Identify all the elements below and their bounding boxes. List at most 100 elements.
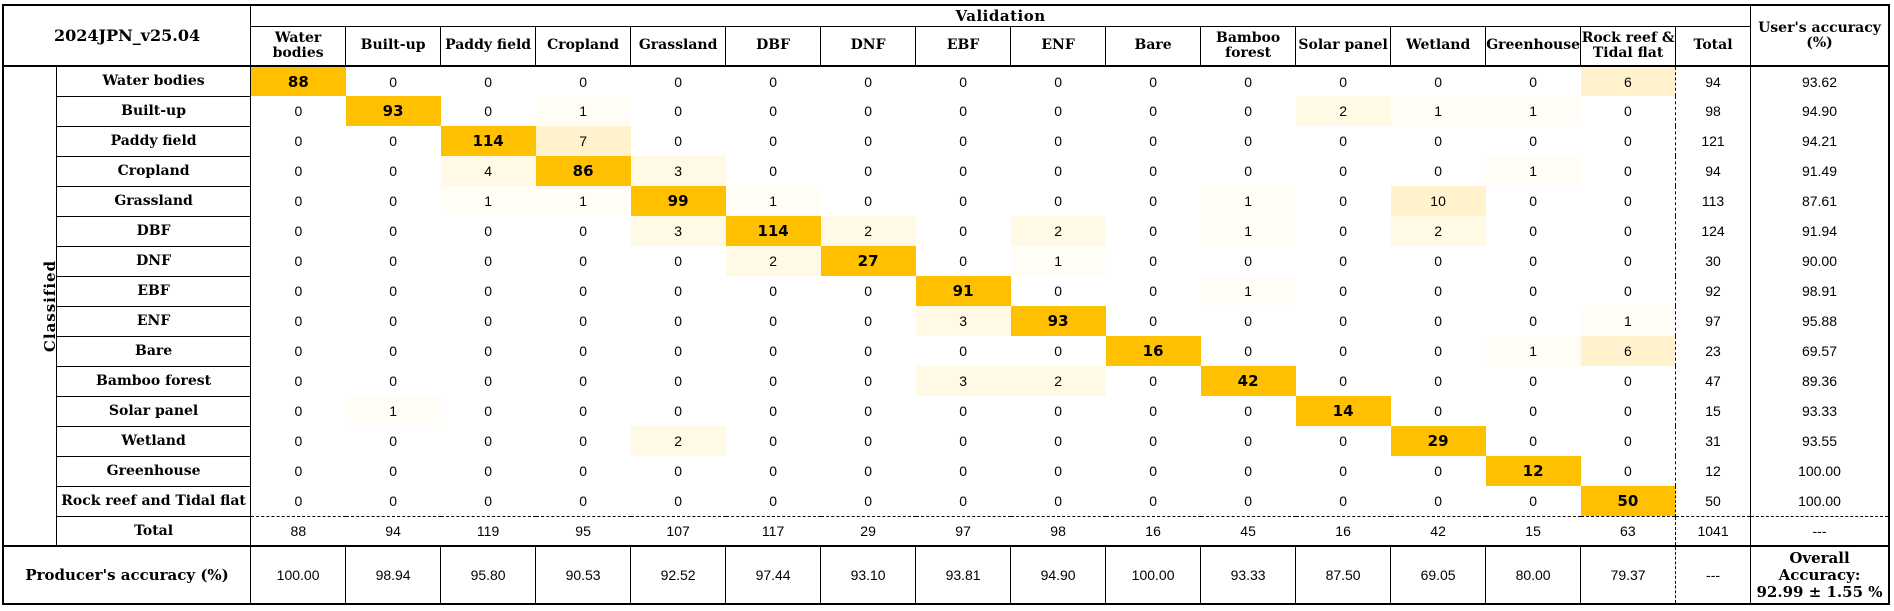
- matrix-cell: 0: [1244, 313, 1252, 329]
- matrix-cell: 0: [1339, 492, 1347, 509]
- matrix-cell: 0: [294, 492, 303, 509]
- matrix-cell: 0: [1434, 403, 1442, 419]
- matrix-cell: 0: [1434, 73, 1442, 90]
- row-header: Paddy field: [56, 126, 252, 157]
- diagonal-cell: 12: [1485, 456, 1581, 486]
- matrix-cell: 0: [769, 433, 777, 449]
- matrix-cell: 0: [1529, 73, 1537, 90]
- matrix-cell: 0: [389, 193, 397, 209]
- matrix-cell: 0: [579, 463, 587, 479]
- column-header: Cropland: [535, 26, 631, 67]
- column-total: 45: [1200, 515, 1296, 547]
- matrix-cell: 0: [1623, 133, 1632, 149]
- matrix-cell: 0: [1149, 73, 1157, 90]
- matrix-cell: 0: [1623, 403, 1632, 419]
- matrix-cell: 1: [1485, 156, 1581, 186]
- users-accuracy-value: 91.94: [1750, 216, 1890, 246]
- matrix-cell: 0: [294, 313, 303, 329]
- matrix-cell: 0: [864, 283, 872, 299]
- matrix-cell: 0: [1529, 373, 1537, 389]
- users-accuracy-value: 94.21: [1750, 126, 1890, 156]
- matrix-cell: 0: [1149, 433, 1157, 449]
- column-header: Solar panel: [1295, 26, 1391, 67]
- matrix-cell: 0: [959, 73, 967, 90]
- table-row: Bare 0 0 0 0 0 0 0 0 0 16 0 0 0 1 6 23 69.57: [3, 336, 1890, 367]
- matrix-cell: 0: [769, 403, 777, 419]
- matrix-cell: 0: [1054, 73, 1062, 90]
- matrix-cell: 0: [1339, 313, 1347, 329]
- column-totals-row: Total 88 94 119 95 107 117 29 97 98 16 45 16 42 15 63 10…: [3, 515, 1890, 547]
- matrix-cell: 0: [1434, 463, 1442, 479]
- diagonal-cell: 86: [535, 156, 631, 186]
- matrix-cell: 0: [389, 283, 397, 299]
- producers-accuracy-value: 80.00: [1485, 546, 1581, 605]
- producers-accuracy-label: Producer's accuracy (%): [2, 546, 252, 605]
- column-header: Bare: [1105, 26, 1201, 67]
- matrix-cell: 0: [1149, 463, 1157, 479]
- column-header: Water bodies: [250, 26, 346, 67]
- producers-accuracy-value: 94.90: [1010, 546, 1106, 605]
- matrix-cell: 0: [294, 433, 303, 449]
- matrix-cell: 0: [484, 463, 492, 479]
- matrix-cell: 7: [535, 126, 631, 156]
- matrix-cell: 1: [1200, 216, 1296, 246]
- row-total: 113: [1675, 186, 1751, 216]
- matrix-cell: 0: [959, 133, 967, 149]
- matrix-cell: 0: [1623, 253, 1632, 269]
- matrix-cell: 0: [1244, 253, 1252, 269]
- matrix-cell: 0: [769, 283, 777, 299]
- producers-accuracy-value: 98.94: [345, 546, 441, 605]
- matrix-cell: 0: [1339, 283, 1347, 299]
- matrix-cell: 0: [389, 163, 397, 179]
- matrix-cell: 0: [674, 373, 682, 389]
- matrix-cell: 0: [674, 403, 682, 419]
- matrix-cell: 0: [864, 73, 872, 90]
- matrix-cell: 0: [1529, 403, 1537, 419]
- matrix-cell: 0: [674, 73, 682, 90]
- table-row: Greenhouse 0 0 0 0 0 0 0 0 0 0 0 0 0 12 0 12 100.00: [3, 456, 1890, 487]
- column-total: 119: [440, 515, 536, 547]
- diagonal-cell: 14: [1295, 396, 1391, 426]
- row-total: 121: [1675, 126, 1751, 156]
- column-total: 16: [1295, 515, 1391, 547]
- table-row: DBF 0 0 0 0 3 114 2 0 2 0 1 0 2 0 0 124 91.94: [3, 216, 1890, 247]
- matrix-cell: 0: [959, 433, 967, 449]
- column-total: 94: [345, 515, 441, 547]
- matrix-cell: 0: [1529, 313, 1537, 329]
- matrix-cell: 0: [674, 283, 682, 299]
- producers-accuracy-value: 92.52: [630, 546, 726, 605]
- matrix-cell: 1: [725, 186, 821, 216]
- matrix-cell: 0: [484, 313, 492, 329]
- classified-label: Classified: [2, 66, 57, 547]
- matrix-cell: 0: [769, 463, 777, 479]
- matrix-cell: 0: [389, 463, 397, 479]
- matrix-cell: 0: [484, 433, 492, 449]
- table-row: EBF 0 0 0 0 0 0 0 91 0 0 1 0 0 0 0 92 98.91: [3, 276, 1890, 307]
- matrix-cell: 0: [959, 253, 967, 269]
- matrix-cell: 0: [294, 103, 303, 119]
- matrix-cell: 0: [1149, 253, 1157, 269]
- column-header: Bamboo forest: [1200, 26, 1296, 67]
- matrix-cell: 2: [1390, 216, 1486, 246]
- matrix-cell: 0: [1054, 283, 1062, 299]
- users-accuracy-value: 95.88: [1750, 306, 1890, 336]
- matrix-cell: 0: [579, 223, 587, 239]
- matrix-cell: 0: [864, 313, 872, 329]
- row-header: DNF: [56, 246, 252, 277]
- matrix-cell: 0: [1149, 163, 1157, 179]
- matrix-cell: 0: [1339, 433, 1347, 449]
- overall-accuracy-value: 92.99 ± 1.55 %: [1756, 582, 1883, 601]
- users-accuracy-header: User's accuracy (%): [1750, 4, 1890, 67]
- matrix-cell: 0: [389, 73, 397, 90]
- matrix-cell: 4: [440, 156, 536, 186]
- matrix-cell: 0: [484, 103, 492, 119]
- matrix-cell: 2: [630, 426, 726, 456]
- matrix-cell: 0: [294, 133, 303, 149]
- matrix-cell: 0: [959, 193, 967, 209]
- matrix-cell: 0: [579, 433, 587, 449]
- matrix-cell: 0: [389, 223, 397, 239]
- matrix-cell: 0: [769, 343, 777, 359]
- grand-total: 1041: [1675, 515, 1751, 547]
- matrix-cell: 0: [1529, 223, 1537, 239]
